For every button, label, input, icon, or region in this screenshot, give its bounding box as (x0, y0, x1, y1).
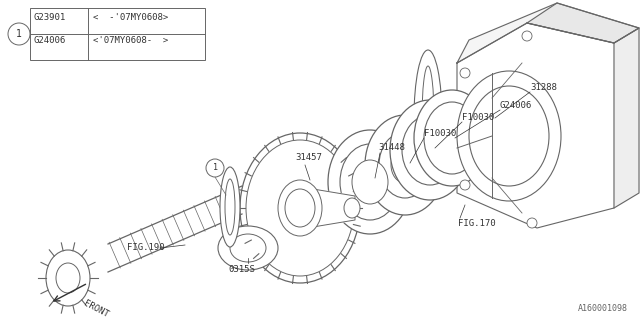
Ellipse shape (402, 115, 458, 185)
Ellipse shape (344, 198, 360, 218)
Polygon shape (457, 3, 639, 63)
Text: A160001098: A160001098 (578, 304, 628, 313)
Ellipse shape (46, 250, 90, 306)
Ellipse shape (225, 179, 235, 235)
Ellipse shape (469, 86, 549, 186)
Circle shape (206, 159, 224, 177)
Text: F10030: F10030 (462, 114, 494, 123)
Circle shape (460, 180, 470, 190)
Ellipse shape (328, 130, 412, 234)
Ellipse shape (390, 100, 470, 200)
Circle shape (460, 68, 470, 78)
Circle shape (8, 23, 30, 45)
Ellipse shape (457, 71, 561, 201)
Ellipse shape (278, 180, 322, 236)
Ellipse shape (414, 90, 490, 186)
Ellipse shape (424, 102, 480, 174)
Ellipse shape (365, 115, 445, 215)
Text: F10030: F10030 (424, 129, 456, 138)
Text: 1: 1 (16, 29, 22, 39)
Ellipse shape (240, 133, 360, 283)
Polygon shape (457, 23, 614, 228)
Polygon shape (527, 3, 639, 43)
Ellipse shape (230, 234, 266, 262)
Ellipse shape (285, 189, 315, 227)
Text: <'07MY0608-  >: <'07MY0608- > (93, 36, 168, 45)
Ellipse shape (218, 226, 278, 270)
Text: G24006: G24006 (33, 36, 65, 45)
Ellipse shape (416, 132, 444, 168)
Text: FIG.190: FIG.190 (127, 244, 164, 252)
Ellipse shape (352, 160, 388, 204)
Circle shape (522, 31, 532, 41)
Ellipse shape (56, 263, 80, 293)
Ellipse shape (246, 140, 354, 276)
Text: <  -'07MY0608>: < -'07MY0608> (93, 13, 168, 22)
Text: 31288: 31288 (530, 84, 557, 92)
Circle shape (527, 218, 537, 228)
Text: FIG.170: FIG.170 (458, 219, 495, 228)
Polygon shape (295, 186, 355, 230)
Ellipse shape (340, 144, 400, 220)
Text: 31448: 31448 (378, 143, 405, 153)
Text: 1: 1 (212, 164, 218, 172)
Ellipse shape (422, 66, 434, 170)
Text: G24006: G24006 (500, 100, 532, 109)
Polygon shape (614, 28, 639, 208)
Text: 31457: 31457 (295, 154, 322, 163)
Ellipse shape (220, 167, 240, 247)
Ellipse shape (379, 132, 431, 198)
Text: G23901: G23901 (33, 13, 65, 22)
Text: FRONT: FRONT (82, 299, 110, 320)
Bar (30, 8, 205, 60)
Text: 0315S: 0315S (228, 265, 255, 274)
Ellipse shape (391, 147, 419, 183)
Ellipse shape (414, 50, 442, 186)
